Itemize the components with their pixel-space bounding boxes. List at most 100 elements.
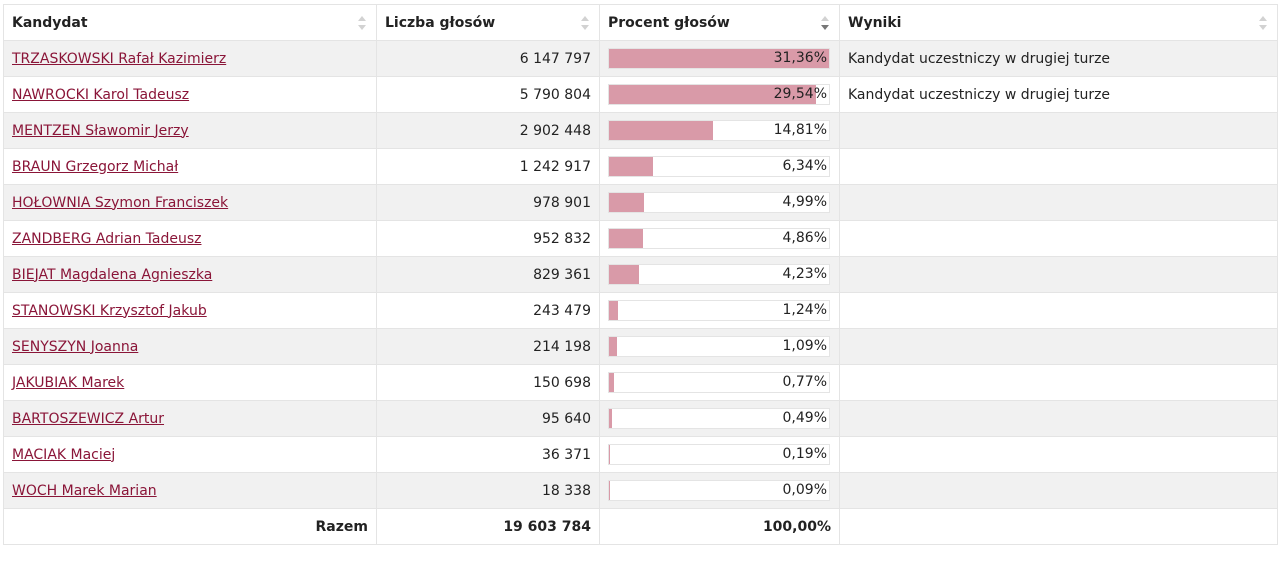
candidate-link[interactable]: NAWROCKI Karol Tadeusz xyxy=(12,86,190,103)
percent-bar: 4,23% xyxy=(608,264,830,285)
candidate-link[interactable]: HOŁOWNIA Szymon Franciszek xyxy=(12,194,229,211)
result-cell xyxy=(839,112,1278,149)
candidate-link[interactable]: ZANDBERG Adrian Tadeusz xyxy=(12,230,202,247)
candidate-cell: BARTOSZEWICZ Artur xyxy=(3,400,377,437)
votes-cell: 978 901 xyxy=(376,184,600,221)
candidate-cell: NAWROCKI Karol Tadeusz xyxy=(3,76,377,113)
candidate-link[interactable]: TRZASKOWSKI Rafał Kazimierz xyxy=(12,50,227,67)
candidate-cell: MACIAK Maciej xyxy=(3,436,377,473)
percent-cell: 1,09% xyxy=(599,328,840,365)
votes-cell: 6 147 797 xyxy=(376,40,600,77)
candidate-link[interactable]: MENTZEN Sławomir Jerzy xyxy=(12,122,189,139)
result-cell xyxy=(839,364,1278,401)
votes-cell: 829 361 xyxy=(376,256,600,293)
header-votes-label: Liczba głosów xyxy=(385,14,496,31)
sort-icon[interactable] xyxy=(358,15,366,30)
table-footer: Razem 19 603 784 100,00% xyxy=(3,508,1278,545)
percent-label: 1,24% xyxy=(782,302,827,318)
total-label: Razem xyxy=(3,508,377,545)
percent-label: 29,54% xyxy=(773,86,827,102)
table-header: Kandydat Liczba głosów Procent głosów Wy… xyxy=(3,4,1278,41)
percent-bar-fill xyxy=(609,49,829,68)
percent-cell: 4,86% xyxy=(599,220,840,257)
percent-label: 6,34% xyxy=(782,158,827,174)
votes-cell: 952 832 xyxy=(376,220,600,257)
candidate-cell: SENYSZYN Joanna xyxy=(3,328,377,365)
total-row: Razem 19 603 784 100,00% xyxy=(3,508,1278,545)
header-row: Kandydat Liczba głosów Procent głosów Wy… xyxy=(3,4,1278,41)
candidate-cell: BIEJAT Magdalena Agnieszka xyxy=(3,256,377,293)
percent-bar-fill xyxy=(609,85,816,104)
percent-bar: 14,81% xyxy=(608,120,830,141)
candidate-link[interactable]: BARTOSZEWICZ Artur xyxy=(12,410,165,427)
sort-icon[interactable] xyxy=(1259,15,1267,30)
result-cell xyxy=(839,292,1278,329)
percent-cell: 6,34% xyxy=(599,148,840,185)
percent-cell: 31,36% xyxy=(599,40,840,77)
table-row: HOŁOWNIA Szymon Franciszek 978 901 4,99% xyxy=(3,184,1278,221)
candidate-link[interactable]: JAKUBIAK Marek xyxy=(12,374,125,391)
candidate-link[interactable]: MACIAK Maciej xyxy=(12,446,116,463)
candidate-cell: ZANDBERG Adrian Tadeusz xyxy=(3,220,377,257)
percent-cell: 0,09% xyxy=(599,472,840,509)
header-percent-label: Procent głosów xyxy=(608,14,730,31)
percent-cell: 0,49% xyxy=(599,400,840,437)
percent-bar-fill xyxy=(609,373,615,392)
candidate-cell: MENTZEN Sławomir Jerzy xyxy=(3,112,377,149)
votes-cell: 243 479 xyxy=(376,292,600,329)
percent-label: 4,23% xyxy=(782,266,827,282)
percent-bar-fill xyxy=(609,445,611,464)
percent-bar-fill xyxy=(609,481,610,500)
header-results-label: Wyniki xyxy=(848,14,902,31)
percent-cell: 0,77% xyxy=(599,364,840,401)
percent-label: 0,09% xyxy=(782,482,827,498)
candidate-link[interactable]: BRAUN Grzegorz Michał xyxy=(12,158,179,175)
table-row: SENYSZYN Joanna 214 198 1,09% xyxy=(3,328,1278,365)
result-cell xyxy=(839,148,1278,185)
candidate-cell: JAKUBIAK Marek xyxy=(3,364,377,401)
table-body: TRZASKOWSKI Rafał Kazimierz 6 147 797 31,3… xyxy=(3,40,1278,509)
percent-bar-fill xyxy=(609,121,713,140)
result-cell xyxy=(839,436,1278,473)
result-cell: Kandydat uczestniczy w drugiej turze xyxy=(839,76,1278,113)
candidate-link[interactable]: SENYSZYN Joanna xyxy=(12,338,139,355)
percent-bar-fill xyxy=(609,229,644,248)
table-row: JAKUBIAK Marek 150 698 0,77% xyxy=(3,364,1278,401)
table-row: STANOWSKI Krzysztof Jakub 243 479 1,24% xyxy=(3,292,1278,329)
header-results[interactable]: Wyniki xyxy=(839,4,1278,41)
table-row: ZANDBERG Adrian Tadeusz 952 832 4,86% xyxy=(3,220,1278,257)
total-votes: 19 603 784 xyxy=(376,508,600,545)
sort-icon[interactable] xyxy=(581,15,589,30)
candidate-cell: BRAUN Grzegorz Michał xyxy=(3,148,377,185)
percent-label: 4,99% xyxy=(782,194,827,210)
percent-label: 0,19% xyxy=(782,446,827,462)
percent-label: 31,36% xyxy=(773,50,827,66)
percent-label: 4,86% xyxy=(782,230,827,246)
header-percent[interactable]: Procent głosów xyxy=(599,4,840,41)
candidate-cell: STANOWSKI Krzysztof Jakub xyxy=(3,292,377,329)
sort-descending-icon[interactable] xyxy=(821,15,829,30)
header-candidate[interactable]: Kandydat xyxy=(3,4,377,41)
candidate-cell: TRZASKOWSKI Rafał Kazimierz xyxy=(3,40,377,77)
percent-bar: 0,19% xyxy=(608,444,830,465)
percent-cell: 4,23% xyxy=(599,256,840,293)
total-percent: 100,00% xyxy=(599,508,840,545)
percent-bar-fill xyxy=(609,301,618,320)
header-votes[interactable]: Liczba głosów xyxy=(376,4,600,41)
votes-cell: 36 371 xyxy=(376,436,600,473)
votes-cell: 2 902 448 xyxy=(376,112,600,149)
percent-bar: 0,77% xyxy=(608,372,830,393)
percent-label: 0,49% xyxy=(782,410,827,426)
percent-bar: 4,99% xyxy=(608,192,830,213)
percent-label: 14,81% xyxy=(773,122,827,138)
candidate-link[interactable]: BIEJAT Magdalena Agnieszka xyxy=(12,266,213,283)
percent-cell: 4,99% xyxy=(599,184,840,221)
candidate-link[interactable]: STANOWSKI Krzysztof Jakub xyxy=(12,302,207,319)
percent-bar: 1,24% xyxy=(608,300,830,321)
election-results-table: Kandydat Liczba głosów Procent głosów Wy… xyxy=(3,4,1278,545)
percent-bar: 0,09% xyxy=(608,480,830,501)
votes-cell: 95 640 xyxy=(376,400,600,437)
candidate-link[interactable]: WOCH Marek Marian xyxy=(12,482,157,499)
percent-bar-fill xyxy=(609,337,617,356)
percent-bar: 29,54% xyxy=(608,84,830,105)
